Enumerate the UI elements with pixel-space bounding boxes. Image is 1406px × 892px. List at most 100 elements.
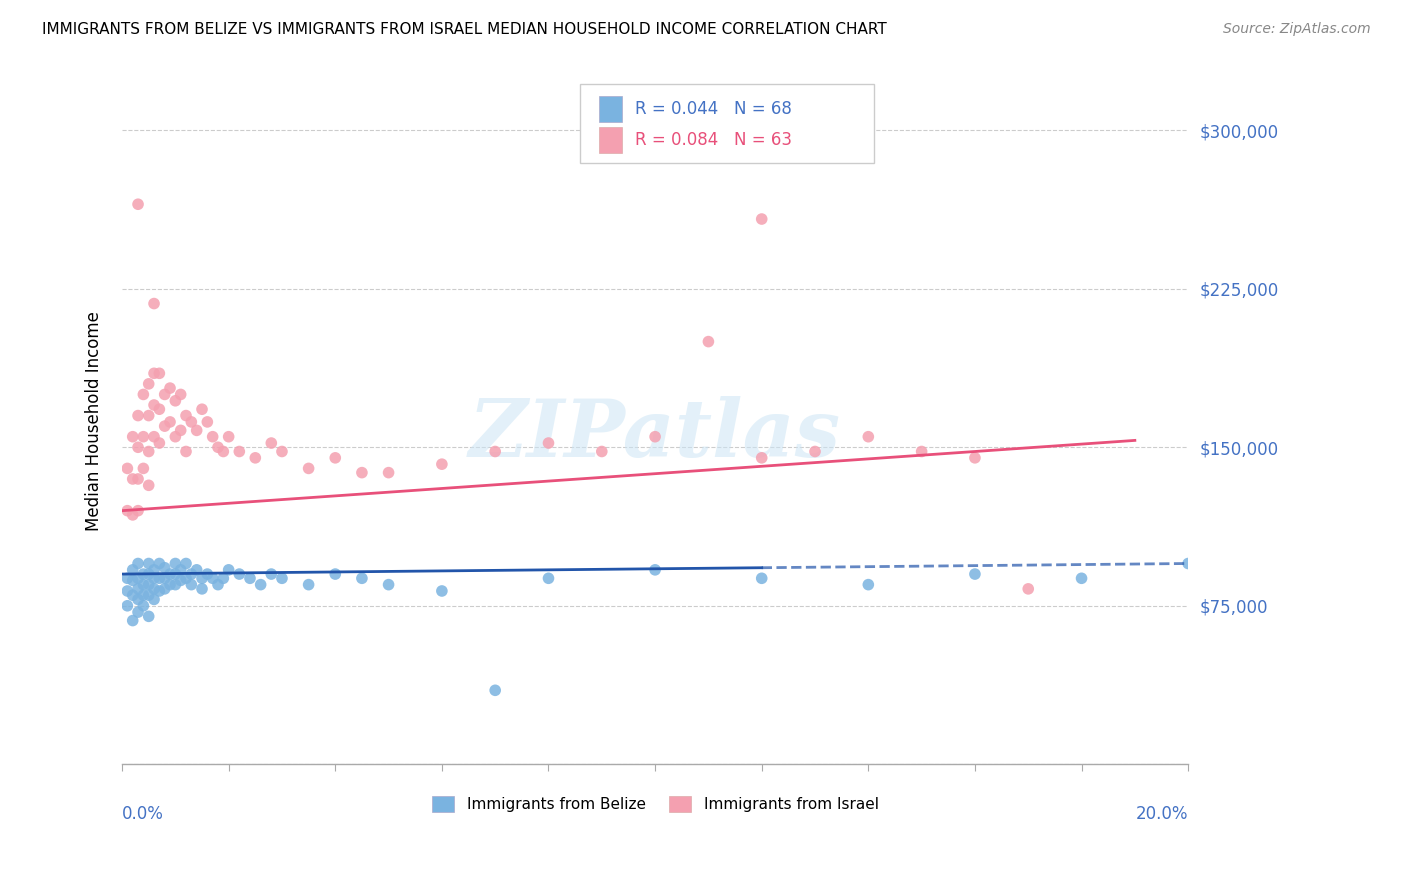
Point [751, 212, 773, 227]
Point [121, 508, 143, 522]
Point [751, 450, 773, 465]
Point [858, 430, 880, 444]
Point [186, 423, 208, 437]
Point [159, 415, 181, 429]
Point [218, 430, 240, 444]
Point [195, 415, 218, 429]
Point [143, 398, 166, 412]
Point [132, 567, 155, 582]
Point [127, 582, 149, 596]
Point [148, 402, 170, 417]
Point [132, 599, 155, 613]
Point [644, 563, 666, 577]
Point [143, 592, 166, 607]
Point [191, 582, 214, 596]
Point [207, 440, 229, 454]
Point [228, 444, 250, 458]
Point [195, 567, 218, 582]
Point [138, 609, 160, 624]
Point [143, 367, 166, 381]
Point [644, 430, 666, 444]
Point [212, 444, 235, 458]
Text: 20.0%: 20.0% [1136, 805, 1188, 823]
Point [1177, 557, 1199, 571]
Point [218, 563, 240, 577]
Point [186, 563, 208, 577]
Point [117, 461, 139, 475]
Point [165, 430, 187, 444]
Point [138, 444, 160, 458]
Text: ZIPatlas: ZIPatlas [470, 396, 841, 474]
Point [174, 409, 197, 423]
Point [143, 582, 166, 596]
Point [591, 444, 613, 458]
Point [127, 409, 149, 423]
Point [117, 599, 139, 613]
Point [117, 571, 139, 585]
Point [484, 683, 506, 698]
Point [323, 567, 346, 582]
Point [170, 563, 193, 577]
Text: R = 0.084   N = 63: R = 0.084 N = 63 [636, 130, 792, 149]
Point [910, 444, 932, 458]
Point [180, 577, 202, 591]
Point [228, 567, 250, 582]
Point [858, 577, 880, 591]
Point [127, 592, 149, 607]
Point [148, 571, 170, 585]
Point [148, 436, 170, 450]
Point [159, 381, 181, 395]
Point [804, 444, 827, 458]
Point [751, 571, 773, 585]
Point [127, 605, 149, 619]
Point [153, 387, 176, 401]
Point [207, 577, 229, 591]
Point [165, 393, 187, 408]
Point [159, 567, 181, 582]
Point [260, 436, 283, 450]
Point [249, 577, 271, 591]
Point [138, 409, 160, 423]
Point [963, 450, 986, 465]
Point [377, 466, 399, 480]
Point [132, 461, 155, 475]
Point [143, 296, 166, 310]
Point [138, 478, 160, 492]
Point [170, 387, 193, 401]
Point [298, 577, 321, 591]
Point [165, 557, 187, 571]
Point [117, 504, 139, 518]
Point [191, 402, 214, 417]
Point [121, 614, 143, 628]
Point [430, 457, 453, 471]
Point [170, 574, 193, 588]
Point [323, 450, 346, 465]
Point [138, 567, 160, 582]
Point [121, 563, 143, 577]
Point [271, 571, 294, 585]
Point [121, 472, 143, 486]
Point [174, 444, 197, 458]
Point [132, 577, 155, 591]
Point [239, 571, 262, 585]
Text: R = 0.044   N = 68: R = 0.044 N = 68 [636, 101, 792, 119]
Point [121, 430, 143, 444]
Point [127, 440, 149, 454]
Text: Source: ZipAtlas.com: Source: ZipAtlas.com [1223, 22, 1371, 37]
Point [212, 571, 235, 585]
Point [138, 588, 160, 602]
Point [138, 376, 160, 391]
Point [180, 415, 202, 429]
Point [117, 584, 139, 599]
Point [174, 557, 197, 571]
Text: IMMIGRANTS FROM BELIZE VS IMMIGRANTS FROM ISRAEL MEDIAN HOUSEHOLD INCOME CORRELA: IMMIGRANTS FROM BELIZE VS IMMIGRANTS FRO… [42, 22, 887, 37]
Point [201, 571, 224, 585]
Point [153, 419, 176, 434]
Point [191, 571, 214, 585]
Point [153, 582, 176, 596]
Point [138, 577, 160, 591]
Point [260, 567, 283, 582]
Point [127, 557, 149, 571]
Point [127, 197, 149, 211]
FancyBboxPatch shape [581, 85, 873, 163]
